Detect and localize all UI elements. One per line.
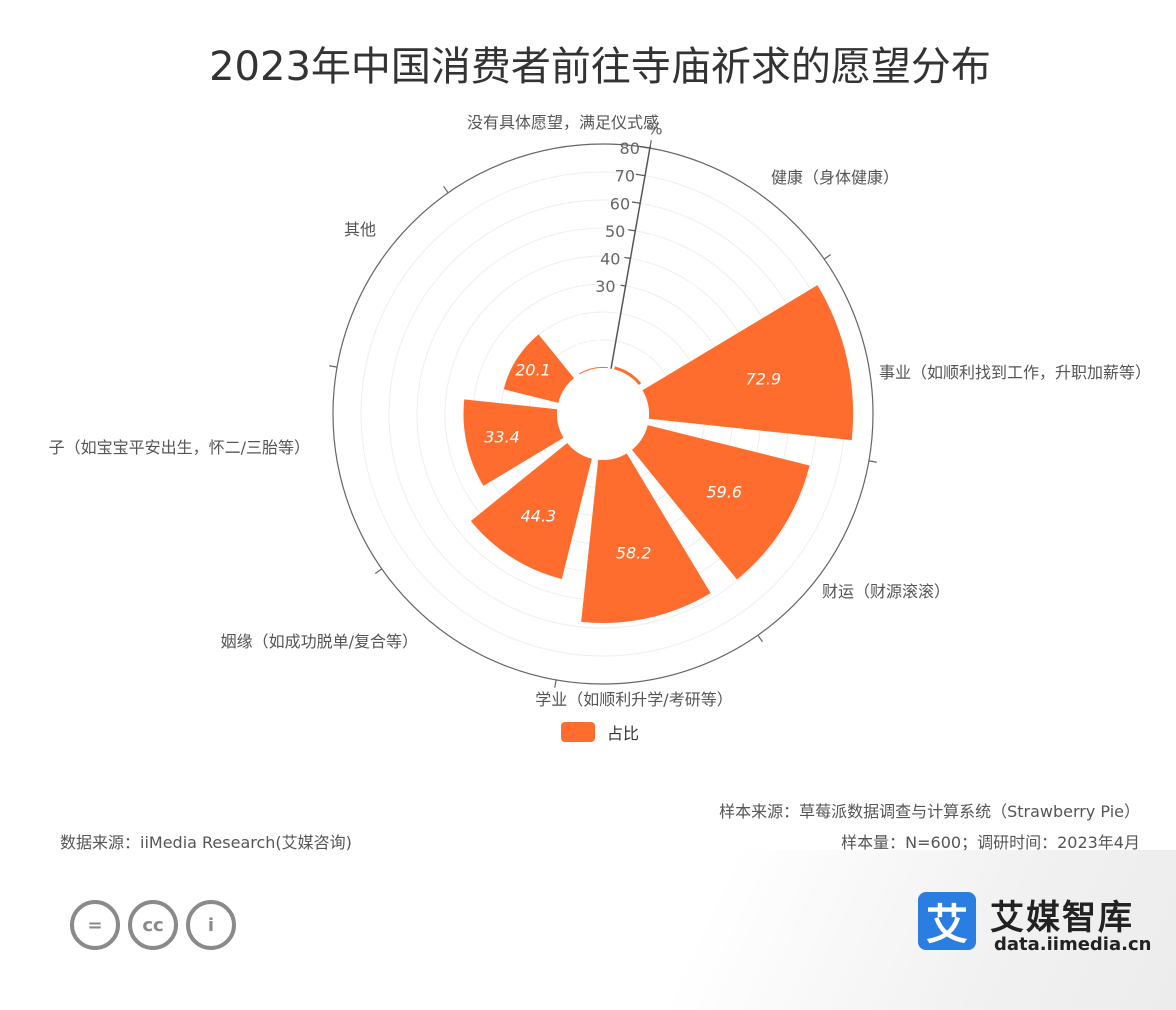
- category-label: 没有具体愿望，满足仪式感: [467, 113, 659, 132]
- axis-layer: [329, 140, 877, 688]
- category-label: 姻缘（如成功脱单/复合等）: [221, 632, 418, 651]
- bar-sector: [581, 453, 711, 623]
- bar-sector: [503, 334, 575, 403]
- bars-layer: [463, 285, 854, 623]
- outer-tick: [329, 365, 338, 368]
- data-source-note: 数据来源：iiMedia Research(艾媒咨询): [60, 833, 352, 852]
- category-label: 事业（如顺利找到工作，升职加薪等）: [879, 363, 1151, 382]
- bar-sector: [578, 366, 608, 375]
- radial-tick-label: 80: [620, 139, 640, 158]
- radial-tick-label: 60: [610, 194, 630, 213]
- data-label: 72.9: [746, 369, 782, 388]
- brand-name: 艾媒智库: [990, 898, 1134, 938]
- data-label: 0.4: [575, 337, 600, 356]
- equal-icon: =: [70, 900, 120, 950]
- outer-tick: [374, 568, 383, 574]
- radial-tick-label: 40: [600, 249, 620, 268]
- outer-ring: [332, 143, 874, 685]
- outer-tick: [823, 254, 832, 260]
- outer-tick: [554, 679, 557, 688]
- sample-source-note: 样本来源：草莓派数据调查与计算系统（Strawberry Pie）: [719, 802, 1140, 821]
- labels-layer: 1.1 72.9 59.6 58.2 44.3 33.4 20.1 0.4 30 40 50 60 70…: [49, 113, 1151, 709]
- data-label: 1.1: [628, 346, 653, 365]
- legend-label: 占比: [607, 724, 640, 743]
- brand-logo-icon: 艾: [918, 892, 976, 950]
- attribution-icon: i: [186, 900, 236, 950]
- bar-sector: [470, 442, 592, 579]
- bar-sector: [631, 425, 810, 580]
- radial-tick-label: 70: [615, 167, 635, 186]
- bar-sector: [614, 366, 642, 386]
- license-icons: = cc i: [70, 900, 236, 950]
- outer-tick: [443, 185, 449, 194]
- category-label: 健康（身体健康）: [771, 168, 899, 187]
- polar-bar-chart: 1.1 72.9 59.6 58.2 44.3 33.4 20.1 0.4 30 40 50 60 70…: [49, 113, 1151, 709]
- data-label: 20.1: [515, 360, 551, 379]
- inner-hole: [557, 368, 649, 460]
- chart-title: 2023年中国消费者前往寺庙祈求的愿望分布: [209, 44, 991, 90]
- radial-tick-label: 30: [595, 277, 615, 296]
- bar-sector: [642, 285, 854, 441]
- radial-tick: [639, 145, 650, 149]
- radial-tick-label: 50: [605, 222, 625, 241]
- brand-url: data.iimedia.cn: [994, 934, 1152, 955]
- category-label: 学业（如顺利升学/考研等）: [535, 690, 732, 709]
- category-label: 其他: [344, 220, 376, 239]
- legend-swatch: [561, 722, 595, 742]
- bar-sector: [463, 399, 564, 486]
- category-label: 财运（财源滚滚）: [822, 582, 950, 601]
- data-label: 58.2: [616, 543, 652, 562]
- sample-size-note: 样本量：N=600；调研时间：2023年4月: [841, 833, 1140, 852]
- radial-tick: [620, 284, 626, 287]
- radial-tick: [628, 229, 636, 232]
- data-label: 33.4: [484, 427, 520, 446]
- creative-commons-icon: cc: [128, 900, 178, 950]
- outer-tick: [868, 460, 877, 463]
- unit-label: %: [647, 119, 662, 138]
- radial-tick: [624, 256, 631, 259]
- radial-tick: [631, 201, 641, 204]
- legend[interactable]: 占比: [561, 720, 639, 744]
- radial-axis: [610, 146, 651, 369]
- category-label: 子（如宝宝平安出生，怀二/三胎等）: [49, 438, 310, 457]
- data-label: 59.6: [706, 482, 742, 501]
- outer-tick: [757, 634, 763, 643]
- data-label: 44.3: [521, 506, 557, 525]
- radial-tick: [635, 173, 646, 177]
